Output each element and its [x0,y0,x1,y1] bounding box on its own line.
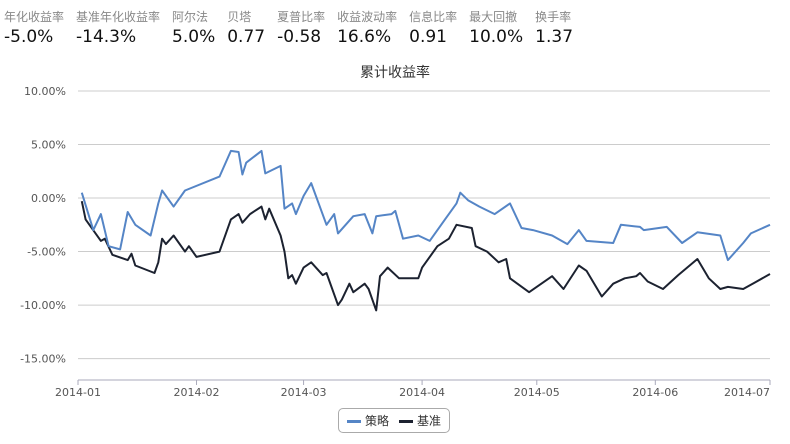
stat-value: 1.37 [535,27,574,47]
y-tick-label: -5.00% [27,246,66,259]
cumulative-return-chart: 累计收益率 10.00% 5.00% 0.00% -5.00% -10.00% -15.0… [20,64,771,399]
stat-item: 夏普比率 -0.58 [277,8,325,47]
stat-label: 基准年化收益率 [76,10,161,24]
stat-label: 阿尔法 [172,10,209,24]
stat-value: -5.0% [4,27,54,47]
y-tick-label: 0.00% [31,192,66,205]
stats-bar: 年化收益率 -5.0% 基准年化收益率 -14.3% 阿尔法 5.0% 贝塔 0.77 夏普比率… [4,8,585,47]
chart-title: 累计收益率 [360,64,430,81]
x-tick-label: 2014-06 [632,386,678,399]
x-tick-label: 2014-04 [399,386,445,399]
y-tick-label: 5.00% [31,139,66,152]
legend: 策略 基准 [338,408,451,433]
stat-item: 年化收益率 -5.0% [4,8,64,47]
stat-value: 16.6% [337,27,392,47]
x-tick-label: 2014-07 [724,386,770,399]
legend-swatch [347,420,361,423]
stat-value: 0.77 [227,27,266,47]
stat-item: 贝塔 0.77 [227,8,265,47]
stat-value: -0.58 [277,27,322,47]
x-tick-label: 2014-03 [281,386,327,399]
legend-label: 基准 [417,414,442,428]
x-tick-label: 2014-05 [514,386,560,399]
stat-item: 最大回撤 10.0% [469,8,523,47]
stat-item: 阿尔法 5.0% [172,8,215,47]
stat-label: 收益波动率 [337,10,398,24]
stat-item: 信息比率 0.91 [409,8,457,47]
legend-item-strategy[interactable]: 策略 [347,412,389,429]
stat-value: 0.91 [409,27,447,47]
stat-label: 信息比率 [409,10,458,24]
stat-value: 10.0% [469,27,524,47]
legend-item-benchmark[interactable]: 基准 [399,412,441,429]
y-tick-label: -15.00% [20,353,66,366]
stat-item: 基准年化收益率 -14.3% [76,8,160,47]
x-tick-label: 2014-02 [174,386,220,399]
legend-swatch [399,420,414,423]
legend-label: 策略 [365,414,390,428]
stat-item: 收益波动率 16.6% [337,8,397,47]
stat-value: -14.3% [76,27,137,47]
stat-label: 年化收益率 [4,10,65,24]
y-tick-label: 10.00% [24,85,66,98]
stat-label: 最大回撤 [469,10,518,24]
stat-item: 换手率 1.37 [535,8,573,47]
stat-label: 换手率 [535,10,572,24]
stat-label: 贝塔 [227,10,252,24]
series-line-strategy [80,149,771,262]
series-line-benchmark [80,200,771,312]
stat-label: 夏普比率 [277,10,326,24]
x-tick-label: 2014-01 [55,386,101,399]
y-tick-label: -10.00% [20,299,66,312]
stat-value: 5.0% [172,27,216,47]
